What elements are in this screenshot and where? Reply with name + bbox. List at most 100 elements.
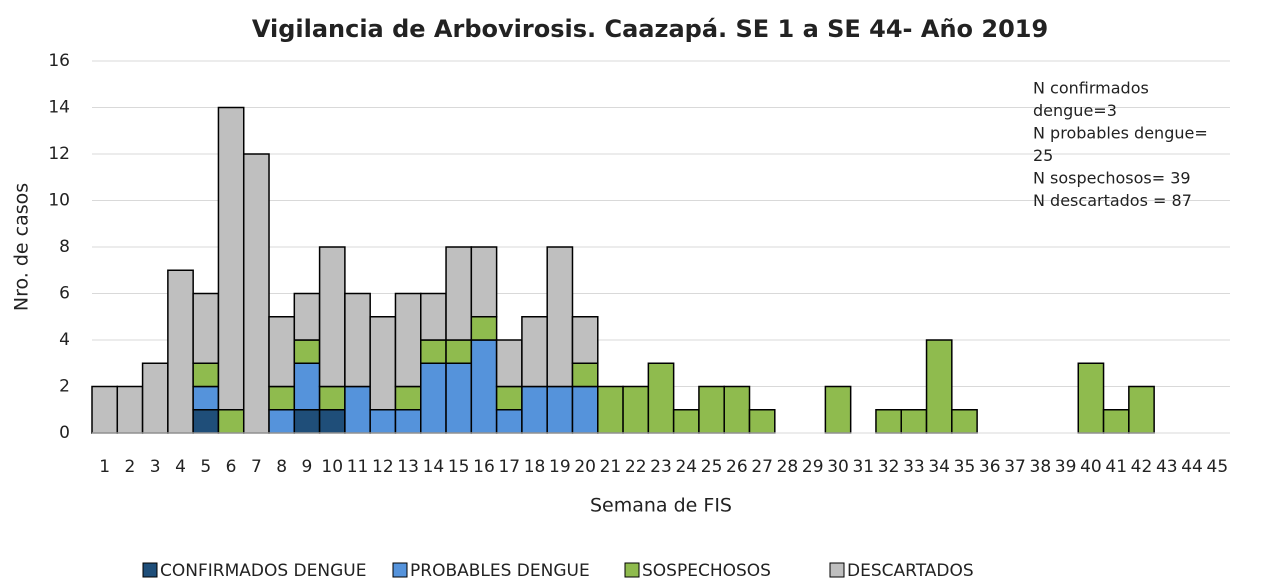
x-tick-label: 44 <box>1181 457 1203 477</box>
bar-segment <box>369 316 397 411</box>
bar-segment <box>546 385 574 434</box>
bar-segment <box>495 339 523 388</box>
bar-segment <box>495 385 523 411</box>
legend-label: PROBABLES DENGUE <box>410 561 590 581</box>
bar-segment <box>571 362 599 388</box>
y-tick-label: 14 <box>48 98 70 118</box>
bar-segment <box>571 385 599 434</box>
x-tick-label: 26 <box>726 457 748 477</box>
legend-swatch <box>392 562 408 578</box>
x-tick-label: 12 <box>372 457 394 477</box>
x-axis-label: Semana de FIS <box>590 495 732 517</box>
x-tick-label: 10 <box>321 457 343 477</box>
bar-segment <box>268 385 296 411</box>
bar-segment <box>268 316 296 388</box>
bar-segment <box>268 409 296 434</box>
x-tick-label: 29 <box>802 457 824 477</box>
bar-segment <box>495 409 523 434</box>
y-tick-label: 12 <box>48 144 70 164</box>
x-tick-label: 18 <box>524 457 546 477</box>
legend-swatch <box>624 562 640 578</box>
bar-segment <box>116 385 144 434</box>
legend-swatch <box>142 562 158 578</box>
bar-segment <box>723 385 751 434</box>
annotation: N confirmados <box>1033 79 1149 98</box>
x-tick-label: 42 <box>1131 457 1153 477</box>
bar-segment <box>951 409 978 434</box>
bar-segment <box>293 292 321 341</box>
x-tick-label: 22 <box>625 457 647 477</box>
x-tick-label: 8 <box>276 457 287 477</box>
bar-segment <box>344 292 371 388</box>
bar-segment <box>318 246 346 388</box>
annotation: 25 <box>1033 146 1053 165</box>
y-tick-label: 8 <box>59 237 70 257</box>
legend-label: DESCARTADOS <box>847 561 974 581</box>
bar-segment <box>217 106 245 411</box>
bar-segment <box>293 362 321 411</box>
bar-segment <box>925 339 953 434</box>
bar-segment <box>394 385 422 411</box>
x-tick-label: 19 <box>549 457 571 477</box>
bar-segment <box>318 385 346 411</box>
y-axis-label: Nro. de casos <box>11 183 33 311</box>
legend-label: CONFIRMADOS DENGUE <box>160 561 366 581</box>
bar-segment <box>91 385 119 434</box>
y-tick-label: 4 <box>59 330 70 350</box>
chart-title: Vigilancia de Arbovirosis. Caazapá. SE 1… <box>252 15 1048 43</box>
bar-segment <box>242 153 270 434</box>
x-tick-label: 36 <box>979 457 1001 477</box>
bar-segment <box>192 385 220 411</box>
bar-segment <box>394 409 422 434</box>
bar-segment <box>698 385 725 434</box>
x-tick-label: 32 <box>878 457 900 477</box>
bar-segment <box>597 385 624 434</box>
bar-segment <box>1102 409 1130 434</box>
x-tick-label: 4 <box>175 457 186 477</box>
bar-segment <box>293 339 321 364</box>
bar-segment <box>470 339 498 434</box>
bar-segment <box>521 385 548 434</box>
x-tick-label: 2 <box>125 457 136 477</box>
bar-segment <box>167 269 194 434</box>
x-tick-label: 43 <box>1156 457 1178 477</box>
legend-label: SOSPECHOSOS <box>642 561 771 581</box>
y-tick-label: 2 <box>59 377 70 397</box>
x-tick-label: 37 <box>1004 457 1026 477</box>
bar-segment <box>521 316 548 388</box>
x-tick-label: 38 <box>1030 457 1052 477</box>
x-tick-label: 33 <box>903 457 925 477</box>
x-tick-label: 40 <box>1080 457 1102 477</box>
bar-segment <box>420 292 447 341</box>
bar-segment <box>647 362 675 434</box>
y-tick-label: 16 <box>48 51 70 71</box>
bar-segment <box>192 362 220 388</box>
x-tick-label: 27 <box>751 457 773 477</box>
bar-segment <box>344 385 371 434</box>
x-tick-label: 24 <box>675 457 697 477</box>
x-tick-label: 28 <box>777 457 799 477</box>
x-tick-label: 39 <box>1055 457 1077 477</box>
y-tick-label: 6 <box>59 284 70 304</box>
x-tick-label: 45 <box>1207 457 1229 477</box>
bar-segment <box>420 362 447 434</box>
bar-segment <box>875 409 902 434</box>
bar-segment <box>445 362 473 434</box>
bar-segment <box>445 339 473 364</box>
x-tick-label: 1 <box>99 457 110 477</box>
annotation: N sospechosos= 39 <box>1033 169 1191 188</box>
legend-swatch <box>829 562 845 578</box>
x-tick-label: 34 <box>928 457 950 477</box>
x-tick-label: 15 <box>448 457 470 477</box>
x-tick-label: 9 <box>302 457 313 477</box>
bar-segment <box>546 246 574 388</box>
y-tick-label: 0 <box>59 423 70 443</box>
x-tick-label: 17 <box>498 457 520 477</box>
x-tick-label: 31 <box>852 457 874 477</box>
bar-segment <box>748 409 776 434</box>
annotation: dengue=3 <box>1033 101 1117 120</box>
bar-segment <box>318 409 346 434</box>
bar-segment <box>824 385 852 434</box>
bar-segment <box>369 409 397 434</box>
